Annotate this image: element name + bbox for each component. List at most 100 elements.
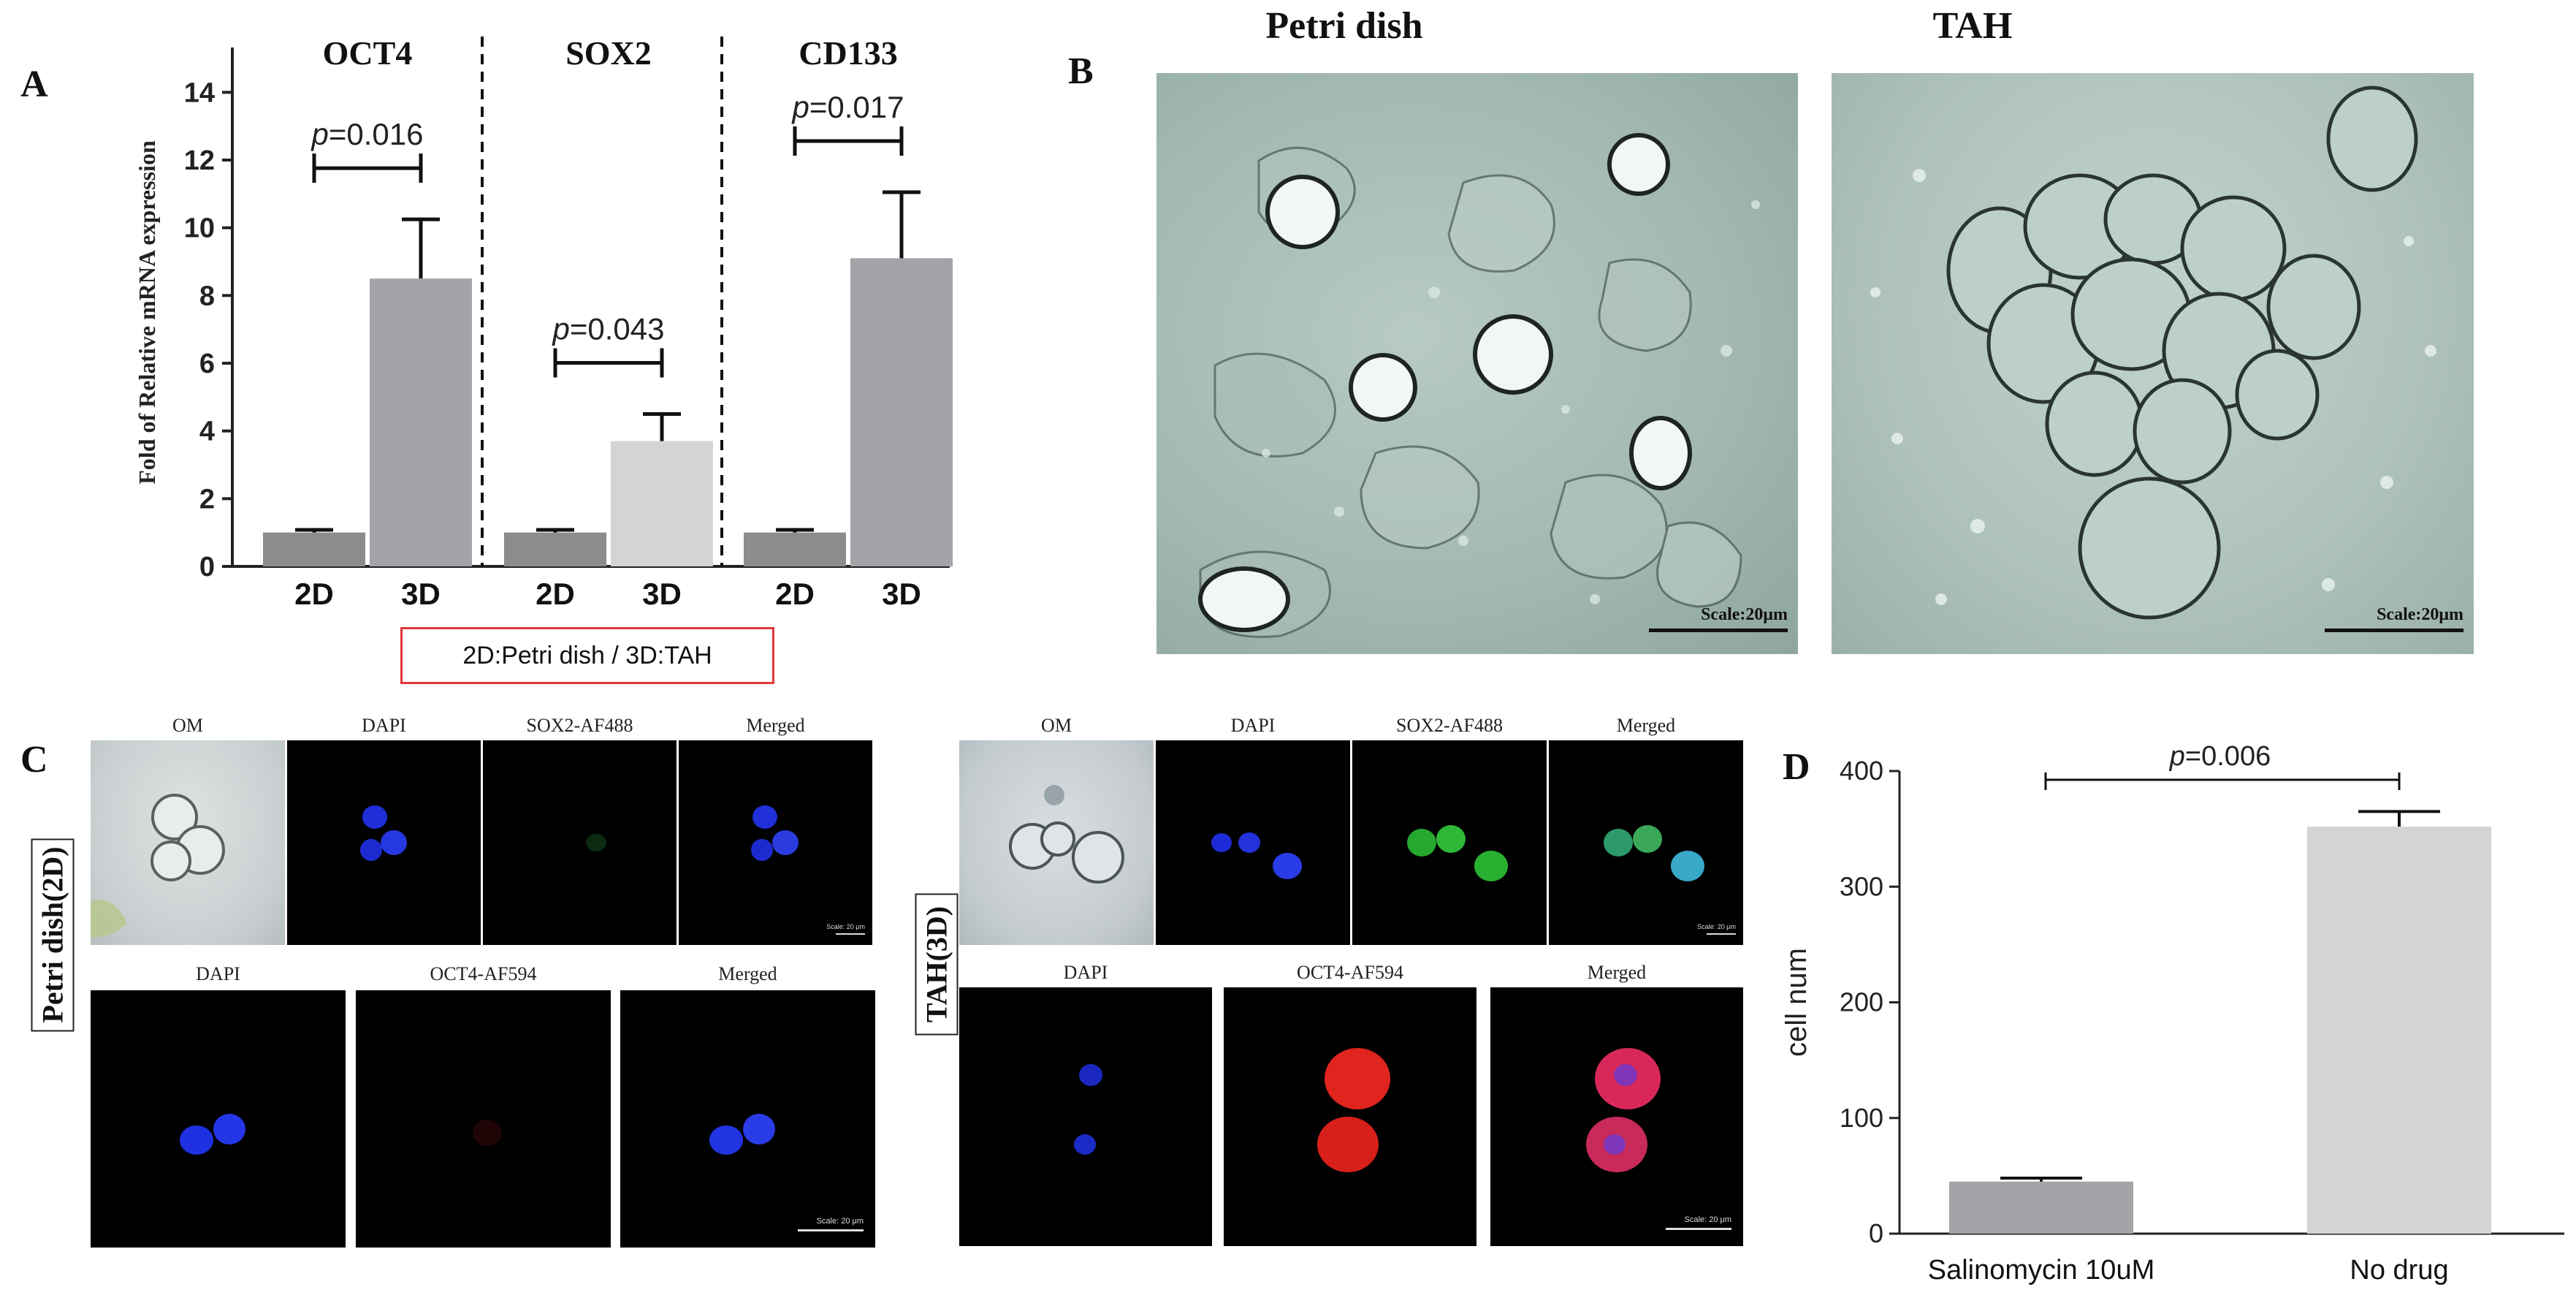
a-group-title-sox2: SOX2: [565, 34, 652, 72]
a-y-tick-label: 2: [199, 484, 215, 515]
micrograph-petri-dish: Scale:20μm: [1156, 73, 1798, 654]
d-p-value: p=0.006: [2169, 741, 2271, 772]
a-bar-cd133-2d: [744, 532, 846, 566]
scale-label-tah: Scale:20μm: [2377, 605, 2463, 624]
c-2d-merged-large-signal: [709, 1114, 775, 1155]
d-bar-salinomycin: [1949, 1181, 2133, 1234]
c-2d-bottom-scale-bar: [798, 1229, 864, 1231]
c-2d-oct4-tile: [356, 990, 611, 1248]
c-3d-merged-signal: [1604, 825, 1704, 881]
d-y-tick-label: 400: [1840, 756, 1883, 786]
a-y-tick-label: 10: [184, 213, 215, 244]
c-right-bottom-title-merged: Merged: [1587, 962, 1647, 983]
a-bar-sox2-2d: [504, 532, 606, 566]
c-right-bottom-title-oct4: OCT4-AF594: [1297, 962, 1403, 983]
legend-note-text: 2D:Petri dish / 3D:TAH: [462, 641, 712, 669]
c-2d-oct4-signal: [473, 1120, 502, 1146]
c-2d-sox2-signal: [586, 834, 606, 851]
a-y-axis-label: Fold of Relative mRNA expression: [134, 140, 160, 485]
c-3d-merged-tile: Scale: 20 μm: [1549, 740, 1743, 945]
c-2d-dapi-large-nuclei: [180, 1114, 245, 1155]
c-2d-om-tile: [91, 740, 285, 945]
a-y-tick-label: 0: [199, 552, 215, 582]
a-bar-oct4-2d: [263, 532, 365, 566]
scale-label-petri: Scale:20μm: [1701, 605, 1788, 624]
c-3d-sox2-signal: [1407, 825, 1508, 881]
c-left-bottom-title-dapi: DAPI: [196, 963, 240, 984]
c-2d-merged-signal: [751, 805, 799, 861]
d-x-tick-label: Salinomycin 10uM: [1928, 1255, 2154, 1286]
a-y-tick-label: 4: [199, 417, 215, 447]
a-y-tick-label: 6: [199, 349, 215, 379]
c-2d-top-scale: Scale: 20 μm: [826, 923, 865, 930]
a-p-value-oct4: p=0.016: [310, 117, 424, 151]
a-x-tick-label: 2D: [775, 577, 815, 611]
d-x-tick-label: No drug: [2350, 1255, 2448, 1286]
chart-a: 0 2 4 6 8 10 12 14 Fold of Relative mRNA express…: [134, 34, 953, 611]
c-3d-oct4-tile: [1224, 987, 1476, 1246]
c-2d-sox2-tile: [483, 740, 677, 945]
c-left-title-merged: Merged: [746, 715, 805, 736]
c-3d-oct4-signal: [1317, 1048, 1390, 1172]
panel-letter-c: C: [20, 739, 48, 781]
c-right-side-label: TAH(3D): [915, 893, 959, 1036]
micrograph-title-petri: Petri dish: [1265, 5, 1423, 47]
c-3d-dapi-tile: [1156, 740, 1350, 945]
a-x-tick-label: 2D: [294, 577, 334, 611]
a-group-title-cd133: CD133: [799, 34, 897, 72]
d-y-tick-label: 200: [1840, 987, 1883, 1017]
d-y-tick-label: 100: [1840, 1103, 1883, 1133]
c-2d-merged-tile: Scale: 20 μm: [679, 740, 872, 945]
c-3d-merged-large-signal: [1586, 1048, 1661, 1172]
c-2d-om-cells: [91, 794, 225, 938]
c-3d-merged-large-tile: Scale: 20 μm: [1490, 987, 1743, 1246]
c-left-title-sox2: SOX2-AF488: [526, 715, 633, 736]
panel-letter-a: A: [20, 64, 48, 105]
c-left-side-label: Petri dish(2D): [31, 838, 75, 1032]
c-2d-bottom-scale: Scale: 20 μm: [816, 1217, 864, 1226]
a-x-tick-label: 2D: [536, 577, 575, 611]
a-group-title-oct4: OCT4: [323, 34, 413, 72]
d-y-tick-label: 0: [1869, 1218, 1883, 1248]
c-3d-dapi-large-tile: [959, 987, 1212, 1246]
c-right-title-dapi: DAPI: [1230, 715, 1276, 736]
legend-note-box: 2D:Petri dish / 3D:TAH: [400, 627, 774, 684]
a-p-value-cd133: p=0.017: [791, 90, 904, 124]
panel-letter-b: B: [1068, 50, 1094, 92]
a-y-tick-label: 12: [184, 145, 215, 176]
c-left-bottom-title-merged: Merged: [718, 963, 777, 984]
c-2d-dapi-tile: [287, 740, 481, 945]
micrograph-title-tah: TAH: [1932, 5, 2013, 47]
c-right-title-merged: Merged: [1616, 715, 1676, 736]
c-3d-om-tile: [959, 740, 1154, 945]
c-right-title-sox2: SOX2-AF488: [1396, 715, 1503, 736]
a-bar-sox2-3d: [611, 441, 713, 566]
a-x-tick-label: 3D: [642, 577, 682, 611]
c-left-title-dapi: DAPI: [362, 715, 406, 736]
a-bar-oct4-3d: [370, 278, 472, 566]
c-2d-dapi-nuclei: [360, 805, 407, 861]
c-left-title-om: OM: [172, 715, 203, 736]
d-bar-no-drug: [2307, 826, 2491, 1234]
c-3d-om-cells: [1009, 785, 1124, 884]
c-left-bottom-title-oct4: OCT4-AF594: [430, 963, 537, 984]
micrograph-tah: Scale:20μm: [1832, 73, 2474, 654]
a-p-value-sox2: p=0.043: [552, 312, 665, 346]
scale-bar-petri: [1649, 629, 1788, 632]
c-3d-dapi-nuclei: [1211, 832, 1302, 879]
d-y-axis-label: cell num: [1780, 948, 1813, 1057]
c-3d-sox2-tile: [1352, 740, 1547, 945]
chart-d: 0 100 200 300 400 cell num Salinomycin 10uM No …: [1780, 741, 2564, 1286]
c-right-bottom-title-dapi: DAPI: [1063, 962, 1108, 983]
c-2d-merged-large-tile: Scale: 20 μm: [620, 990, 875, 1248]
d-y-tick-label: 300: [1840, 871, 1883, 901]
c-right-title-om: OM: [1041, 715, 1072, 736]
c-3d-top-scale-bar: [1707, 933, 1736, 935]
a-x-tick-label: 3D: [882, 577, 921, 611]
c-3d-bottom-scale: Scale: 20 μm: [1684, 1215, 1731, 1224]
a-y-tick-label: 8: [199, 281, 215, 311]
c-3d-bottom-scale-bar: [1666, 1228, 1731, 1230]
c-3d-dapi-large-nuclei: [1074, 1064, 1102, 1155]
scale-bar-tah: [2325, 629, 2463, 632]
c-2d-top-scale-bar: [836, 933, 865, 935]
